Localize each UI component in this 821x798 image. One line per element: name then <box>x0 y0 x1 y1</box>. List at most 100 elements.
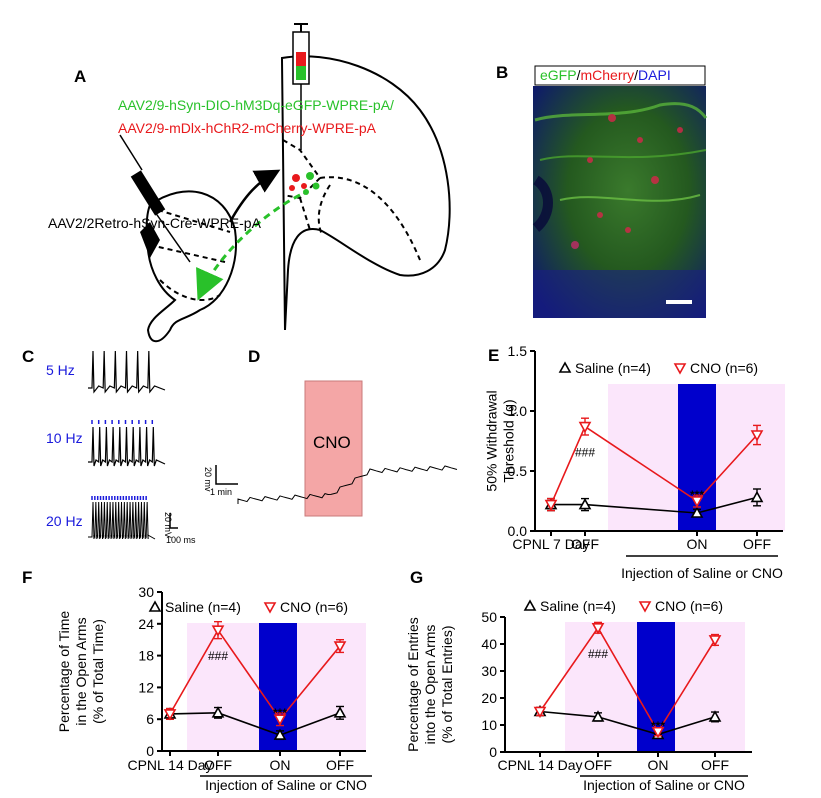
legend-saline: Saline (n=4) <box>575 360 651 376</box>
y-axis-label: Threshold (g) <box>501 399 517 482</box>
saline-point <box>578 497 592 510</box>
annotation-stars: *** <box>273 706 287 720</box>
x-category-label: OFF <box>701 757 729 773</box>
annotation-hash: ### <box>208 649 228 663</box>
rate-20hz: 20 Hz <box>46 513 83 529</box>
y-axis-label: (% of Total Entries) <box>439 625 455 743</box>
scale-d-voltage: 20 mv <box>203 467 213 492</box>
x-category-label: CPNL 14 Day <box>497 757 582 773</box>
trace-5hz <box>88 350 166 394</box>
cno-point <box>708 635 722 647</box>
scale-d-time: 1 min <box>210 487 232 497</box>
saline-point <box>333 706 347 718</box>
scale-bar-d <box>215 465 238 485</box>
syringe-top-icon <box>292 23 310 150</box>
cno-point <box>651 726 665 739</box>
y-tick-label: 0 <box>146 743 154 759</box>
cno-label: CNO <box>313 433 351 452</box>
y-tick-label: 6 <box>146 711 154 727</box>
legend-saline: Saline (n=4) <box>540 598 616 614</box>
panel-g: 0 10 20 30 40 50 Percentage of Entries into the… <box>405 568 752 793</box>
legend-b: eGFP/mCherry/DAPI <box>540 67 671 83</box>
saline-point <box>750 490 764 503</box>
virus-label-green: AAV2/9-hSyn-DIO-hM3Dq-eGFP-WPRE-pA/ <box>118 97 394 113</box>
injection-cells <box>289 172 320 195</box>
legend-cno: CNO (n=6) <box>690 360 758 376</box>
x-group-label: Injection of Saline or CNO <box>205 777 367 793</box>
saline-point <box>708 710 722 722</box>
y-tick-label: 30 <box>138 584 154 600</box>
panel-a-letter: A <box>74 67 86 86</box>
x-category-label: OFF <box>743 536 771 552</box>
panel-c-letter: C <box>22 347 34 366</box>
x-category-label: OFF <box>204 757 232 773</box>
legend-cno-marker <box>638 601 652 613</box>
saline-point <box>211 706 225 718</box>
y-tick-label: 18 <box>138 648 154 664</box>
histology-texture <box>532 102 708 318</box>
saline-point <box>690 506 704 518</box>
panel-c: C 5 Hz 10 Hz 20 Hz 20 mV 100 ms <box>22 347 196 545</box>
legend-saline-marker <box>148 600 162 612</box>
on-period-band <box>259 623 297 751</box>
y-tick-label: 1.5 <box>508 343 528 359</box>
x-category-label: ON <box>648 757 669 773</box>
legend-mcherry: mCherry <box>580 67 634 83</box>
legend-cno: CNO (n=6) <box>655 598 723 614</box>
y-tick-label: 24 <box>138 616 154 632</box>
x-category-label: ON <box>687 536 708 552</box>
panel-letter: E <box>488 346 499 365</box>
panel-f: 0 6 12 18 24 30 Percentage of Time in the Open … <box>22 568 372 793</box>
panel-d-letter: D <box>248 347 260 366</box>
region-dashed-2 <box>299 176 421 261</box>
panel-b: B eGFP/mCherry/DAPI <box>496 63 708 318</box>
panel-letter: G <box>410 568 423 587</box>
y-axis-label: in the Open Arms <box>73 617 89 725</box>
x-group-label: Injection of Saline or CNO <box>583 777 745 793</box>
cno-point <box>333 641 347 653</box>
amygdala-region-dashed <box>149 209 231 301</box>
legend-cno-marker <box>263 602 277 614</box>
panel-letter: F <box>22 568 32 587</box>
annotation-hash: ### <box>588 647 608 661</box>
x-category-label: OFF <box>571 536 599 552</box>
legend-sep-1: / <box>577 67 581 83</box>
saline-point <box>591 710 605 722</box>
x-category-label: OFF <box>326 757 354 773</box>
legend-saline-marker <box>523 599 537 611</box>
membrane-trace <box>237 465 458 504</box>
saline-line <box>539 710 716 736</box>
rate-10hz: 10 Hz <box>46 430 83 446</box>
cno-point <box>578 421 592 434</box>
cno-point <box>591 622 605 635</box>
brain-slice-outline <box>281 55 451 331</box>
cno-point <box>163 709 177 721</box>
y-tick-label: 40 <box>481 636 497 652</box>
scale-bar-c <box>169 513 178 529</box>
y-axis-label: 50% Withdrawal <box>484 390 500 491</box>
virus-label-red: AAV2/9-mDlx-hChR2-mCherry-WPRE-pA <box>118 120 377 136</box>
saline-line <box>169 712 341 736</box>
legend-cno-marker <box>673 363 687 375</box>
y-axis-label: into the Open Arms <box>422 625 438 745</box>
y-tick-label: 0.0 <box>508 523 528 539</box>
y-tick-label: 10 <box>481 717 497 733</box>
cno-line <box>169 628 341 721</box>
legend-saline-marker <box>558 361 572 373</box>
y-tick-label: 20 <box>481 690 497 706</box>
green-projection-arrow <box>196 193 301 301</box>
y-tick-label: 0 <box>489 744 497 760</box>
panel-e: 0.0 0.5 1.0 1.5 50% Withdrawal Threshold (g) C… <box>484 343 785 581</box>
legend-dapi: DAPI <box>638 67 671 83</box>
legend-sep-2: / <box>634 67 638 83</box>
legend-egfp: eGFP <box>540 67 577 83</box>
x-category-label: CPNL 7 Day <box>512 536 589 552</box>
legend-cno: CNO (n=6) <box>280 599 348 615</box>
panel-b-letter: B <box>496 63 508 82</box>
annotation-stars: *** <box>690 488 704 502</box>
panel-d: D CNO 20 mv 1 min <box>203 347 458 517</box>
saline-line <box>551 496 758 514</box>
projection-arrow <box>228 169 281 223</box>
y-axis-label: Percentage of Time <box>56 611 72 733</box>
x-category-label: ON <box>270 757 291 773</box>
